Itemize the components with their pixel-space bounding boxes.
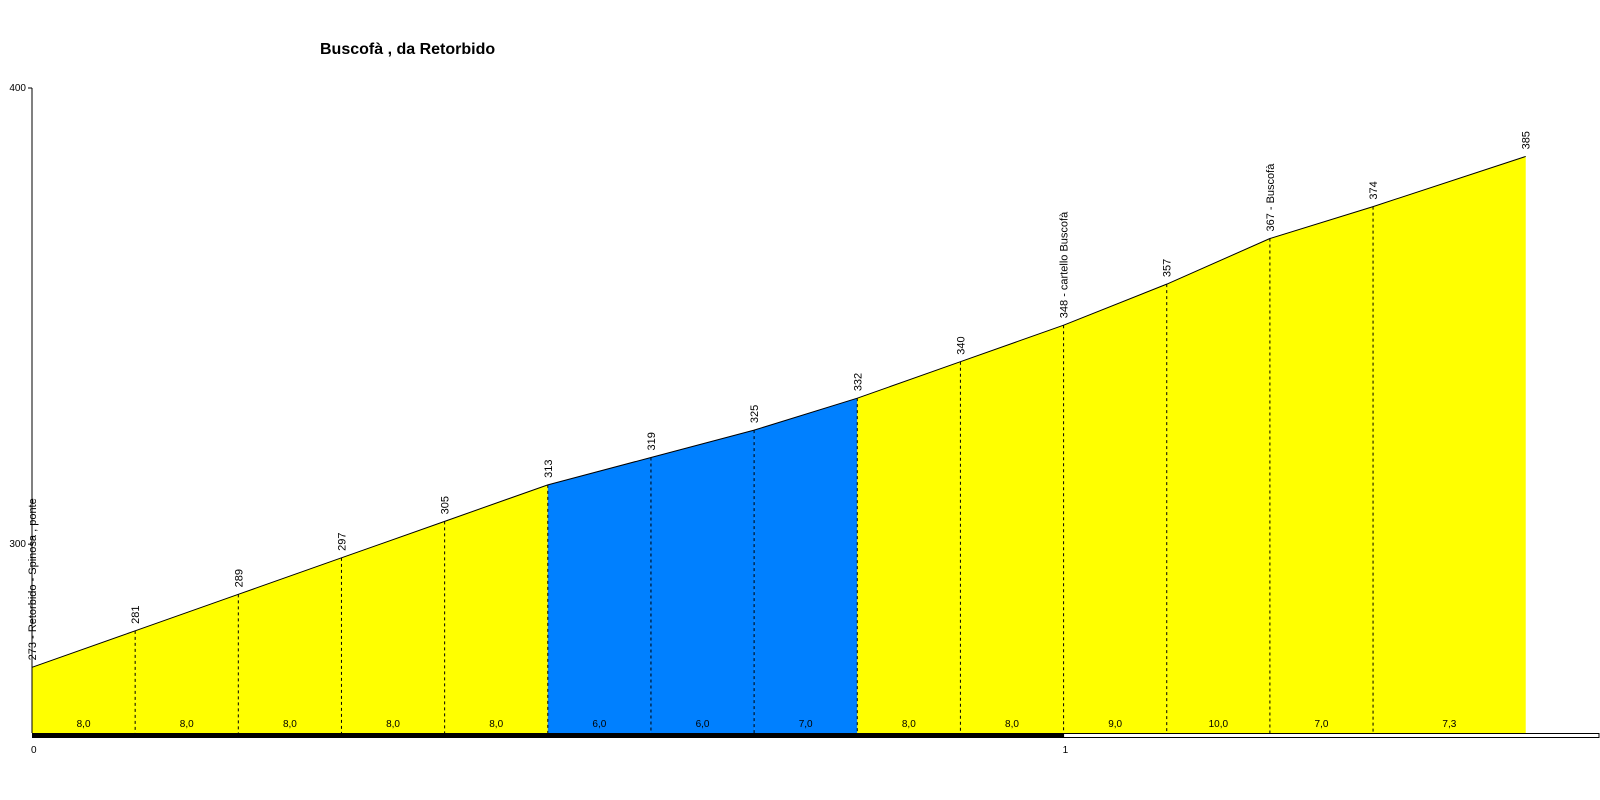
gradient-label: 7,0	[799, 719, 813, 730]
profile-segment	[1166, 238, 1270, 734]
x-tick-label: 0	[31, 745, 37, 756]
gradient-label: 9,0	[1108, 719, 1122, 730]
gradient-label: 7,0	[1315, 719, 1329, 730]
altitude-label: 340	[955, 336, 967, 354]
profile-segment	[444, 484, 548, 733]
gradient-label: 8,0	[283, 719, 297, 730]
profile-segment	[650, 430, 755, 733]
gradient-label: 8,0	[386, 719, 400, 730]
altitude-label: 313	[543, 459, 555, 477]
gradient-label: 8,0	[1005, 719, 1019, 730]
altitude-label: 319	[646, 432, 658, 450]
profile-segment	[1063, 284, 1167, 733]
altitude-label: 332	[852, 373, 864, 391]
profile-segment	[1373, 156, 1526, 733]
altitude-label: 305	[440, 496, 452, 514]
profile-segment	[857, 361, 961, 733]
gradient-label: 8,0	[77, 719, 91, 730]
distance-bar-empty	[1063, 733, 1600, 738]
y-tick-label: 300	[9, 539, 26, 550]
profile-segment	[1269, 206, 1374, 733]
gradient-label: 7,3	[1442, 719, 1456, 730]
profile-segment	[135, 594, 239, 733]
altitude-label: 357	[1162, 259, 1174, 277]
profile-segment	[754, 398, 858, 733]
altitude-label: 374	[1368, 181, 1380, 199]
altitude-label: 281	[130, 605, 142, 623]
profile-segment	[960, 325, 1064, 733]
axes-group: 300 400 0 1	[9, 83, 1600, 756]
point-labels-group: 273 - Retorbido - Spinosa , ponte 281 289 2…	[27, 131, 1533, 660]
altitude-label: 273 - Retorbido - Spinosa , ponte	[27, 498, 39, 660]
gradient-label: 8,0	[489, 719, 503, 730]
y-tick-label: 400	[9, 83, 26, 94]
distance-bar-filled	[32, 733, 1064, 738]
altitude-label: 348 - cartello Buscofà	[1059, 211, 1071, 318]
altitude-label: 367 - Buscofà	[1265, 163, 1277, 232]
gradient-label: 8,0	[180, 719, 194, 730]
profile-segment	[238, 557, 342, 733]
altitude-label: 289	[233, 569, 245, 587]
gradient-label: 6,0	[592, 719, 606, 730]
profile-segment	[341, 521, 445, 733]
altitude-label: 385	[1521, 131, 1533, 149]
profile-segment	[547, 457, 651, 733]
gradient-label: 6,0	[696, 719, 710, 730]
segment-divider-group	[134, 206, 1374, 733]
profile-segment	[32, 630, 136, 733]
altitude-label: 297	[336, 532, 348, 550]
profile-line-group	[31, 155, 1526, 668]
profile-line	[31, 155, 1526, 668]
gradient-label: 8,0	[902, 719, 916, 730]
chart-title: Buscofà , da Retorbido	[320, 41, 495, 58]
gradient-labels-group: 8,0 8,0 8,0 8,0 8,0 6,0 6,0 7,0 8,0 8,0 9,0 10,0 7,0…	[77, 719, 1457, 730]
profile-fill-group	[32, 156, 1526, 734]
gradient-label: 10,0	[1209, 719, 1229, 730]
altitude-label: 325	[749, 405, 761, 423]
x-tick-label: 1	[1063, 745, 1069, 756]
